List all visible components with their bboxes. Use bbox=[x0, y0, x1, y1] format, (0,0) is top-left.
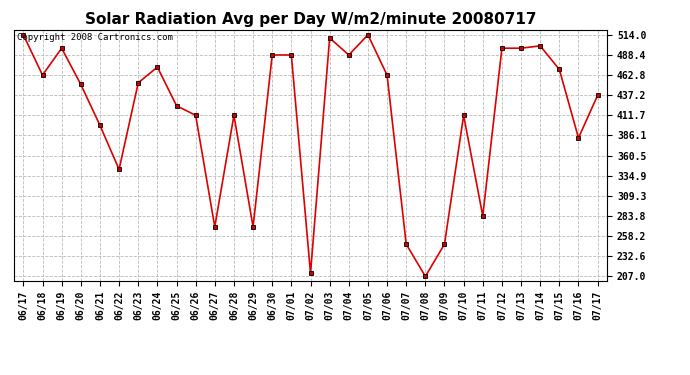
Title: Solar Radiation Avg per Day W/m2/minute 20080717: Solar Radiation Avg per Day W/m2/minute … bbox=[85, 12, 536, 27]
Text: Copyright 2008 Cartronics.com: Copyright 2008 Cartronics.com bbox=[17, 33, 172, 42]
